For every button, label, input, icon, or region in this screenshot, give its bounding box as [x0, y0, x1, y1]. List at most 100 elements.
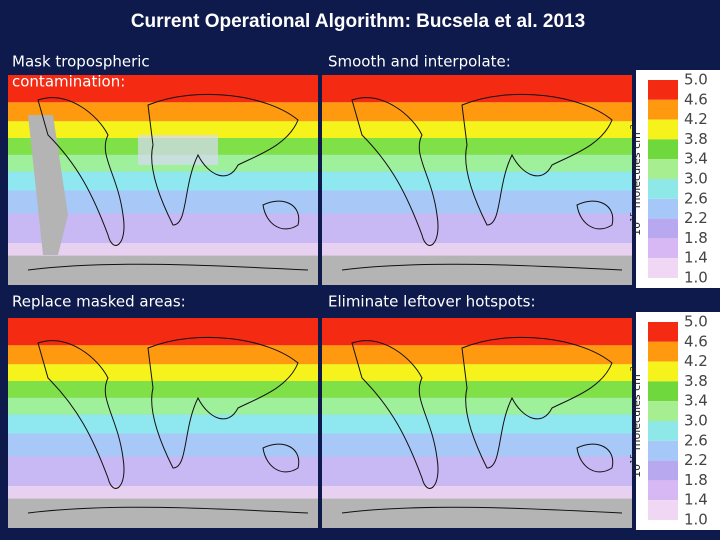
colorbar-swatch — [648, 159, 678, 179]
unit-text: molecules cm — [630, 132, 643, 212]
map-band — [322, 102, 632, 122]
map-band — [322, 171, 632, 191]
colorbar-swatch — [648, 179, 678, 199]
masked-area — [28, 115, 68, 255]
coastline — [37, 97, 125, 246]
colorbar-tick-label: 3.8 — [684, 130, 708, 148]
colorbar-swatch — [648, 421, 678, 441]
map-band — [8, 364, 318, 381]
map-band — [8, 171, 318, 191]
map-band — [322, 213, 632, 243]
map-band — [8, 456, 318, 486]
map-band — [322, 138, 632, 155]
coastline — [262, 200, 300, 230]
map-band — [322, 154, 632, 172]
unit-text: molecules cm — [630, 374, 643, 454]
colorbar-swatch — [648, 381, 678, 402]
colorbar-tick-label: 3.4 — [684, 150, 708, 168]
colorbar-tick-label: 1.4 — [684, 249, 708, 267]
map-band — [322, 486, 632, 499]
map-band — [322, 75, 632, 103]
map-band — [322, 414, 632, 434]
slide-title: Current Operational Algorithm: Bucsela e… — [131, 11, 585, 32]
colorbar-tick-label: 3.0 — [684, 170, 708, 188]
coastline — [351, 340, 439, 489]
coastline — [147, 93, 299, 226]
panel-label: Eliminate leftover hotspots: — [328, 293, 536, 311]
map-band — [322, 121, 632, 138]
colorbar-tick-label: 3.4 — [684, 392, 708, 410]
colorbar-swatch — [648, 80, 678, 100]
colorbar-swatch — [648, 361, 678, 382]
unit-base: 10 — [630, 222, 643, 236]
map-band — [8, 486, 318, 499]
panel-label: Smooth and interpolate: — [328, 53, 511, 71]
colorbar-tick-label: 1.8 — [684, 229, 708, 247]
colorbar-tick-label: 2.2 — [684, 209, 708, 227]
colorbar-tick-label: 2.2 — [684, 451, 708, 469]
colorbar-tick-label: 1.8 — [684, 471, 708, 489]
colorbar-swatch — [648, 119, 678, 140]
map-band — [8, 397, 318, 415]
colorbar-swatch — [648, 139, 678, 160]
unit-exp: -2 — [629, 366, 638, 374]
colorbar-swatch — [648, 198, 678, 219]
colorbar-swatch — [648, 460, 678, 481]
coastline — [351, 97, 439, 246]
coastline — [461, 336, 613, 469]
colorbar-swatch — [648, 480, 678, 501]
colorbar-tick-label: 4.2 — [684, 352, 708, 370]
map-band — [8, 345, 318, 365]
map-band — [322, 345, 632, 365]
colorbar-unit: 1015 molecules cm-2 — [629, 124, 643, 236]
map-band — [322, 364, 632, 381]
coastline — [37, 340, 125, 489]
coastline — [27, 506, 309, 514]
colorbar-tick-label: 2.6 — [684, 431, 708, 449]
coastline — [341, 263, 623, 271]
map-band — [8, 318, 318, 346]
colorbar-tick-label: 5.0 — [684, 313, 708, 331]
colorbar-swatch — [648, 99, 678, 120]
colorbar-swatch — [648, 218, 678, 239]
colorbar-tick-label: 4.2 — [684, 110, 708, 128]
map-band — [8, 121, 318, 138]
colorbar-tick-label: 1.4 — [684, 491, 708, 509]
panel-label: contamination: — [12, 73, 125, 91]
colorbar-tick-label: 1.0 — [684, 269, 708, 287]
colorbar-swatch — [648, 322, 678, 342]
colorbar-tick-label: 4.6 — [684, 90, 708, 108]
coastline — [147, 336, 299, 469]
colorbar-tick-label: 4.6 — [684, 332, 708, 350]
coastline — [576, 200, 614, 230]
map-band — [322, 456, 632, 486]
unit-exp: -2 — [629, 124, 638, 132]
map-band — [8, 102, 318, 122]
coastline — [341, 506, 623, 514]
colorbar-tick-label: 2.6 — [684, 189, 708, 207]
colorbar-swatch — [648, 238, 678, 259]
colorbar-swatch — [648, 500, 678, 520]
coastline — [262, 443, 300, 473]
colorbar-swatch — [648, 440, 678, 461]
map-band — [322, 381, 632, 398]
unit-exp: 15 — [629, 454, 638, 464]
colorbar-tick-label: 5.0 — [684, 71, 708, 89]
colorbar-swatch — [648, 258, 678, 278]
map-band — [8, 381, 318, 398]
map-band — [8, 243, 318, 256]
map-band — [322, 397, 632, 415]
colorbar-tick-label: 3.0 — [684, 412, 708, 430]
map-band — [8, 414, 318, 434]
colorbar-swatch — [648, 341, 678, 362]
map-band — [322, 318, 632, 346]
map-band — [322, 243, 632, 256]
coastline — [461, 93, 613, 226]
colorbar-tick-label: 3.8 — [684, 372, 708, 390]
coastline — [27, 263, 309, 271]
colorbar-unit: 1015 molecules cm-2 — [629, 366, 643, 478]
unit-base: 10 — [630, 464, 643, 478]
unit-exp: 15 — [629, 212, 638, 222]
panel-label: Replace masked areas: — [12, 293, 186, 311]
